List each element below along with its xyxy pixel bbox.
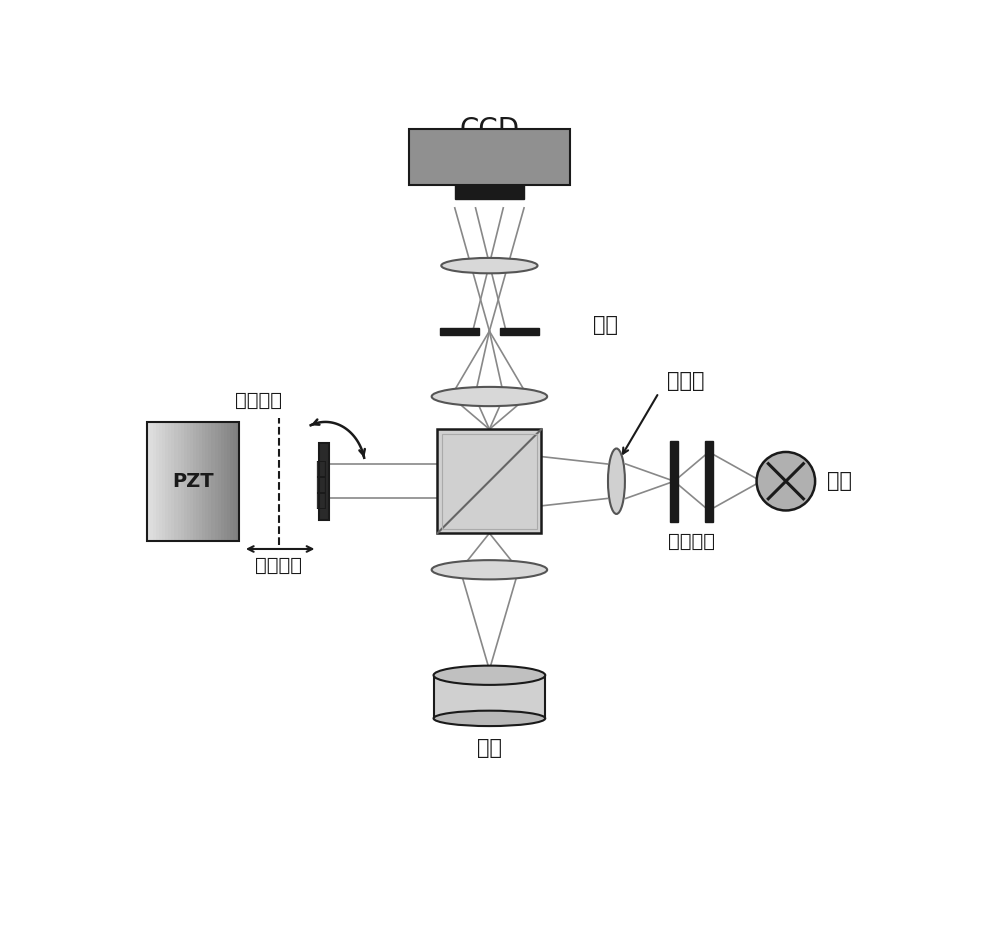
- Text: 分束镜: 分束镜: [667, 372, 705, 391]
- Bar: [437, 429, 541, 533]
- Bar: [440, 327, 479, 335]
- Bar: [434, 675, 545, 719]
- Bar: [178, 422, 181, 541]
- Bar: [165, 422, 169, 541]
- Bar: [319, 442, 329, 520]
- Bar: [205, 422, 209, 541]
- Bar: [147, 422, 239, 541]
- Text: CCD: CCD: [459, 116, 519, 144]
- Bar: [215, 422, 218, 541]
- Ellipse shape: [608, 449, 625, 514]
- Bar: [233, 422, 237, 541]
- Bar: [147, 422, 151, 541]
- Text: 精密扫描: 精密扫描: [255, 556, 302, 575]
- Bar: [670, 440, 678, 521]
- Bar: [211, 422, 215, 541]
- Bar: [224, 422, 228, 541]
- Bar: [184, 422, 188, 541]
- Bar: [455, 185, 524, 199]
- Bar: [500, 327, 539, 335]
- Text: 角度调节: 角度调节: [235, 390, 282, 410]
- Bar: [187, 422, 191, 541]
- Bar: [230, 422, 234, 541]
- Bar: [202, 422, 206, 541]
- Text: PZT: PZT: [172, 472, 214, 490]
- Bar: [159, 422, 163, 541]
- Bar: [196, 422, 200, 541]
- Bar: [227, 422, 231, 541]
- Bar: [705, 440, 713, 521]
- Ellipse shape: [434, 666, 545, 685]
- Bar: [208, 422, 212, 541]
- Text: 光闸: 光闸: [593, 315, 618, 335]
- Ellipse shape: [434, 711, 545, 726]
- Bar: [171, 422, 175, 541]
- Bar: [409, 129, 570, 185]
- Bar: [150, 422, 154, 541]
- Bar: [174, 422, 178, 541]
- Bar: [193, 422, 197, 541]
- Bar: [162, 422, 166, 541]
- Text: 光源: 光源: [827, 472, 852, 491]
- Ellipse shape: [757, 452, 815, 510]
- Text: 参
考
镜: 参 考 镜: [315, 460, 325, 510]
- Text: 样品: 样品: [477, 737, 502, 757]
- Bar: [236, 422, 240, 541]
- Ellipse shape: [441, 258, 538, 273]
- Bar: [168, 422, 172, 541]
- Bar: [442, 434, 537, 529]
- Bar: [181, 422, 184, 541]
- Bar: [218, 422, 221, 541]
- Bar: [190, 422, 194, 541]
- Ellipse shape: [432, 387, 547, 406]
- Bar: [153, 422, 157, 541]
- Bar: [199, 422, 203, 541]
- Ellipse shape: [432, 560, 547, 579]
- Text: 柯勒照明: 柯勒照明: [668, 532, 715, 551]
- Bar: [221, 422, 225, 541]
- Bar: [156, 422, 160, 541]
